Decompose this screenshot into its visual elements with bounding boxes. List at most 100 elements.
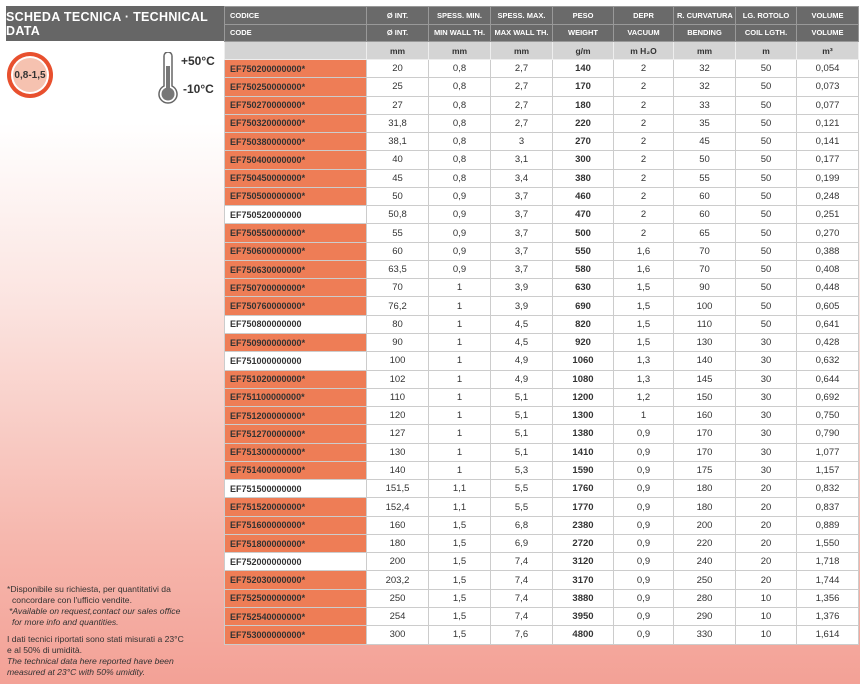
cell-min-wall: 0,9: [428, 186, 491, 207]
cell-weight: 630: [552, 278, 614, 298]
header-en-weight: WEIGHT: [552, 23, 614, 42]
cell-bending-radius: 130: [673, 332, 736, 353]
cell-max-wall: 5,5: [490, 497, 553, 517]
cell-max-wall: 3,9: [490, 278, 553, 298]
cell-vacuum: 1: [613, 406, 674, 426]
cell-max-wall: 5,5: [490, 479, 553, 499]
cell-vacuum: 2: [613, 168, 674, 188]
cell-bending-radius: 170: [673, 424, 736, 444]
cell-inner-diameter: 63,5: [366, 259, 429, 280]
cell-volume: 0,448: [796, 278, 859, 298]
cell-inner-diameter: 152,4: [366, 497, 429, 517]
cell-weight: 3880: [552, 588, 614, 608]
cell-code: EF751500000000: [224, 479, 367, 499]
cell-code: EF750500000000*: [224, 186, 367, 207]
cell-weight: 2720: [552, 533, 614, 554]
cell-bending-radius: 32: [673, 77, 736, 97]
cell-bending-radius: 45: [673, 132, 736, 152]
cell-inner-diameter: 300: [366, 625, 429, 645]
cell-vacuum: 2: [613, 95, 674, 115]
cell-code: EF750800000000: [224, 314, 367, 334]
cell-inner-diameter: 151,5: [366, 479, 429, 499]
cell-max-wall: 3,7: [490, 223, 553, 243]
header-it-volume: VOLUME: [796, 6, 859, 25]
cell-inner-diameter: 180: [366, 533, 429, 554]
cell-vacuum: 2: [613, 113, 674, 134]
cell-inner-diameter: 90: [366, 332, 429, 353]
table-row: EF750200000000* 20 0,8 2,7 140 2 32 50 0,054: [224, 58, 859, 79]
cell-weight: 140: [552, 58, 614, 79]
cell-min-wall: 0,8: [428, 95, 491, 115]
cell-weight: 500: [552, 223, 614, 243]
cell-coil-length: 30: [735, 442, 797, 462]
cell-weight: 1300: [552, 406, 614, 426]
header-it-bending-radius: R. CURVATURA: [673, 6, 736, 25]
cell-bending-radius: 35: [673, 113, 736, 134]
table-row: EF753000000000* 300 1,5 7,6 4800 0,9 330 10 1,61…: [224, 625, 859, 645]
cell-code: EF752500000000*: [224, 588, 367, 608]
cell-min-wall: 0,9: [428, 241, 491, 261]
cell-code: EF751100000000*: [224, 387, 367, 408]
cell-min-wall: 1,5: [428, 606, 491, 627]
cell-coil-length: 10: [735, 625, 797, 645]
cell-max-wall: 3,4: [490, 168, 553, 188]
cell-code: EF750900000000*: [224, 332, 367, 353]
cell-coil-length: 50: [735, 314, 797, 334]
cell-min-wall: 0,8: [428, 77, 491, 97]
unit-min-wall: mm: [428, 41, 491, 60]
cell-min-wall: 1,5: [428, 533, 491, 554]
cell-volume: 0,077: [796, 95, 859, 115]
cell-max-wall: 3,1: [490, 150, 553, 170]
cell-vacuum: 2: [613, 223, 674, 243]
table-row: EF751400000000* 140 1 5,3 1590 0,9 175 30 1,157: [224, 460, 859, 481]
cell-vacuum: 0,9: [613, 606, 674, 627]
cell-max-wall: 6,9: [490, 533, 553, 554]
unit-coil-length: m: [735, 41, 797, 60]
table-row: EF750760000000* 76,2 1 3,9 690 1,5 100 50 0,605: [224, 296, 859, 316]
cell-coil-length: 50: [735, 95, 797, 115]
cell-bending-radius: 145: [673, 369, 736, 389]
cell-code: EF751200000000*: [224, 406, 367, 426]
cell-vacuum: 2: [613, 205, 674, 225]
cell-vacuum: 0,9: [613, 497, 674, 517]
cell-vacuum: 1,2: [613, 387, 674, 408]
cell-weight: 1770: [552, 497, 614, 517]
cell-max-wall: 4,5: [490, 332, 553, 353]
cell-code: EF750450000000*: [224, 168, 367, 188]
cell-coil-length: 50: [735, 241, 797, 261]
cell-weight: 920: [552, 332, 614, 353]
cell-code: EF752030000000*: [224, 570, 367, 590]
cell-min-wall: 0,9: [428, 205, 491, 225]
cell-vacuum: 1,3: [613, 369, 674, 389]
cell-bending-radius: 180: [673, 479, 736, 499]
cell-coil-length: 50: [735, 77, 797, 97]
cell-code: EF750380000000*: [224, 132, 367, 152]
cell-inner-diameter: 45: [366, 168, 429, 188]
cell-weight: 1590: [552, 460, 614, 481]
cell-vacuum: 0,9: [613, 552, 674, 572]
note-conditions-en-2: measured at 23°C with 50% umidity.: [7, 667, 145, 677]
header-en-coil-length: COIL LGTH.: [735, 23, 797, 42]
cell-volume: 0,121: [796, 113, 859, 134]
header-it-code: CODICE: [224, 6, 367, 25]
cell-min-wall: 1: [428, 296, 491, 316]
cell-weight: 1760: [552, 479, 614, 499]
cell-volume: 1,376: [796, 606, 859, 627]
cell-vacuum: 2: [613, 150, 674, 170]
cell-bending-radius: 50: [673, 150, 736, 170]
cell-volume: 1,550: [796, 533, 859, 554]
cell-bending-radius: 32: [673, 58, 736, 79]
cell-min-wall: 1: [428, 442, 491, 462]
header-en-volume: VOLUME: [796, 23, 859, 42]
cell-coil-length: 50: [735, 132, 797, 152]
thermometer-icon: [158, 52, 178, 104]
cell-bending-radius: 110: [673, 314, 736, 334]
cell-bending-radius: 100: [673, 296, 736, 316]
footnotes: *Disponibile su richiesta, per quantitat…: [7, 584, 184, 678]
cell-weight: 550: [552, 241, 614, 261]
cell-inner-diameter: 203,2: [366, 570, 429, 590]
cell-bending-radius: 90: [673, 278, 736, 298]
header-it-coil-length: LG. ROTOLO: [735, 6, 797, 25]
cell-min-wall: 1,5: [428, 552, 491, 572]
cell-vacuum: 0,9: [613, 533, 674, 554]
